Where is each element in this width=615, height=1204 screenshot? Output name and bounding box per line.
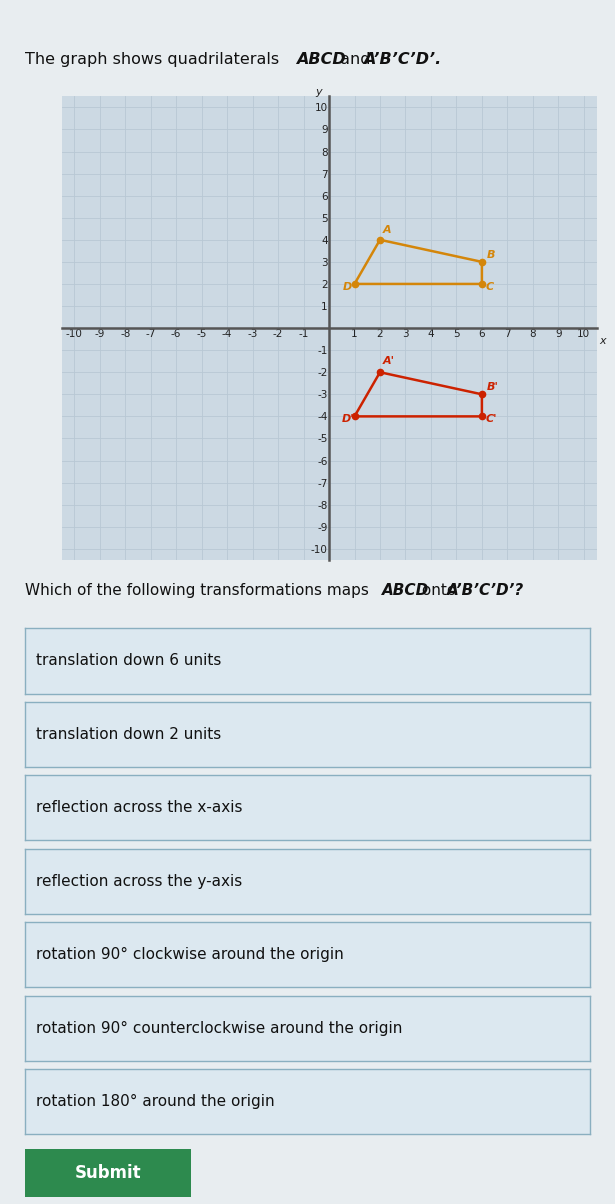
Text: B: B [487, 249, 496, 260]
Text: x: x [600, 336, 606, 347]
Text: onto: onto [417, 583, 461, 598]
Text: A': A' [383, 355, 395, 366]
Text: reflection across the x-axis: reflection across the x-axis [36, 801, 242, 815]
Text: The graph shows quadrilaterals: The graph shows quadrilaterals [25, 52, 284, 67]
Text: A’B’C’D’?: A’B’C’D’? [446, 583, 524, 598]
Text: D': D' [342, 414, 354, 424]
Text: translation down 2 units: translation down 2 units [36, 727, 221, 742]
Text: ABCD: ABCD [381, 583, 429, 598]
Text: reflection across the y-axis: reflection across the y-axis [36, 874, 242, 889]
Text: Which of the following transformations maps: Which of the following transformations m… [25, 583, 373, 598]
Text: and: and [335, 52, 376, 67]
Text: rotation 90° counterclockwise around the origin: rotation 90° counterclockwise around the… [36, 1021, 402, 1035]
Text: B': B' [487, 382, 499, 393]
Text: ABCD: ABCD [296, 52, 346, 67]
Text: translation down 6 units: translation down 6 units [36, 654, 221, 668]
Text: rotation 90° clockwise around the origin: rotation 90° clockwise around the origin [36, 948, 344, 962]
Text: D: D [343, 282, 352, 291]
Text: C: C [486, 282, 494, 291]
Text: y: y [315, 87, 322, 96]
Text: C': C' [486, 414, 497, 424]
Text: A’B’C’D’.: A’B’C’D’. [363, 52, 442, 67]
Text: rotation 180° around the origin: rotation 180° around the origin [36, 1094, 274, 1109]
Text: Submit: Submit [74, 1164, 141, 1181]
Text: A: A [383, 225, 391, 235]
